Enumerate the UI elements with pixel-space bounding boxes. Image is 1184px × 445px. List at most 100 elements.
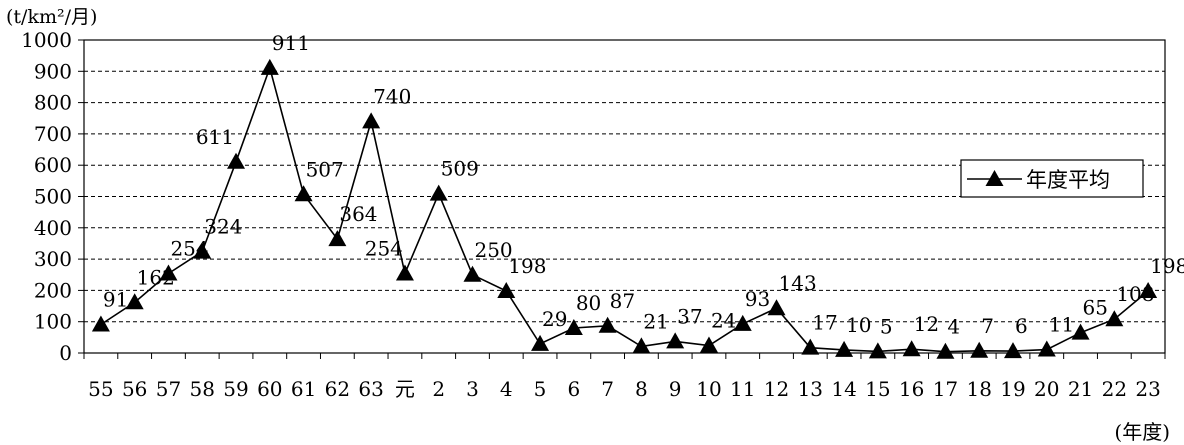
y-axis: 0 100 200 300 400 500 600 700 800 900 1000 bbox=[21, 28, 84, 365]
data-point-triangle bbox=[261, 59, 279, 75]
x-tick-label: 18 bbox=[966, 377, 991, 401]
data-label: 143 bbox=[779, 271, 817, 295]
x-tick-label: 58 bbox=[190, 377, 215, 401]
y-tick-label: 1000 bbox=[21, 28, 72, 52]
data-label: 65 bbox=[1083, 296, 1108, 320]
data-point-triangle bbox=[531, 335, 549, 351]
data-point-triangle bbox=[396, 264, 414, 280]
x-tick-label: 57 bbox=[156, 377, 181, 401]
y-axis-unit-label: (t/km²/月) bbox=[6, 2, 97, 29]
data-point-triangle bbox=[362, 112, 380, 128]
data-point-triangle bbox=[295, 185, 313, 201]
x-tick-label: 6 bbox=[567, 377, 580, 401]
x-axis-unit-label: (年度) bbox=[1114, 416, 1170, 445]
x-tick-label: 13 bbox=[798, 377, 823, 401]
data-label: 21 bbox=[643, 309, 668, 333]
y-tick-label: 600 bbox=[34, 153, 72, 177]
x-axis: 55 56 57 58 59 60 61 62 63 元 2 3 4 5 6 7 8 9 10 11 12 13 14 15 1… bbox=[84, 353, 1165, 401]
data-label: 12 bbox=[914, 312, 939, 336]
data-point-triangle bbox=[599, 317, 617, 333]
data-label: 108 bbox=[1116, 282, 1154, 306]
y-tick-label: 100 bbox=[34, 310, 72, 334]
data-label: 250 bbox=[474, 238, 512, 262]
x-tick-label: 9 bbox=[669, 377, 682, 401]
data-point-triangle bbox=[1105, 310, 1123, 326]
x-tick-label: 4 bbox=[500, 377, 513, 401]
data-label: 24 bbox=[711, 308, 736, 332]
data-label: 507 bbox=[306, 157, 344, 181]
x-tick-label: 元 bbox=[395, 377, 415, 401]
y-tick-label: 400 bbox=[34, 216, 72, 240]
legend: 年度平均 bbox=[961, 160, 1143, 197]
y-tick-label: 800 bbox=[34, 91, 72, 115]
data-point-triangle bbox=[92, 316, 110, 332]
x-tick-label: 23 bbox=[1135, 377, 1160, 401]
x-tick-label: 11 bbox=[730, 377, 755, 401]
x-tick-label: 15 bbox=[865, 377, 890, 401]
y-tick-label: 900 bbox=[34, 59, 72, 83]
data-point-triangle bbox=[328, 230, 346, 246]
data-point-triangle bbox=[126, 293, 144, 309]
data-label: 37 bbox=[677, 304, 702, 328]
x-tick-label: 60 bbox=[257, 377, 282, 401]
series-markers bbox=[92, 59, 1157, 359]
data-label: 4 bbox=[947, 315, 960, 339]
data-point-triangle bbox=[1038, 341, 1056, 357]
data-label: 254 bbox=[365, 236, 403, 260]
x-tick-label: 56 bbox=[122, 377, 147, 401]
data-label: 364 bbox=[339, 202, 377, 226]
data-label: 198 bbox=[1150, 254, 1184, 278]
data-point-triangle bbox=[1072, 324, 1090, 340]
data-point-triangle bbox=[463, 266, 481, 282]
x-tick-label: 22 bbox=[1102, 377, 1127, 401]
x-tick-label: 16 bbox=[899, 377, 924, 401]
data-label: 29 bbox=[542, 307, 567, 331]
data-label: 6 bbox=[1015, 314, 1028, 338]
data-label: 611 bbox=[196, 125, 234, 149]
x-tick-label: 7 bbox=[601, 377, 614, 401]
x-tick-label: 19 bbox=[1000, 377, 1025, 401]
x-tick-label: 55 bbox=[88, 377, 113, 401]
data-label: 7 bbox=[981, 314, 994, 338]
data-label: 87 bbox=[610, 289, 635, 313]
data-label: 254 bbox=[170, 236, 208, 260]
x-tick-label: 59 bbox=[223, 377, 248, 401]
data-label: 91 bbox=[103, 288, 128, 312]
data-label: 740 bbox=[373, 84, 411, 108]
x-tick-label: 14 bbox=[831, 377, 856, 401]
data-point-triangle bbox=[734, 315, 752, 331]
data-point-triangle bbox=[768, 299, 786, 315]
y-tick-label: 500 bbox=[34, 185, 72, 209]
data-label: 198 bbox=[508, 254, 546, 278]
y-tick-label: 300 bbox=[34, 247, 72, 271]
y-tick-label: 200 bbox=[34, 278, 72, 302]
y-tick-label: 0 bbox=[59, 341, 72, 365]
data-label: 10 bbox=[846, 313, 871, 337]
data-label: 324 bbox=[204, 215, 242, 239]
data-point-triangle bbox=[430, 185, 448, 201]
x-tick-label: 62 bbox=[325, 377, 350, 401]
x-tick-label: 3 bbox=[466, 377, 479, 401]
x-tick-label: 8 bbox=[635, 377, 648, 401]
x-tick-label: 5 bbox=[534, 377, 547, 401]
legend-label: 年度平均 bbox=[1026, 168, 1110, 192]
x-tick-label: 61 bbox=[291, 377, 316, 401]
x-tick-label: 20 bbox=[1034, 377, 1059, 401]
data-label: 80 bbox=[576, 291, 601, 315]
data-label: 17 bbox=[812, 311, 837, 335]
data-label: 5 bbox=[880, 314, 893, 338]
data-label: 162 bbox=[137, 265, 175, 289]
data-label: 911 bbox=[272, 31, 310, 55]
data-point-triangle bbox=[227, 153, 245, 169]
data-point-triangle bbox=[970, 342, 988, 358]
x-tick-label: 21 bbox=[1068, 377, 1093, 401]
x-tick-label: 17 bbox=[933, 377, 958, 401]
y-tick-label: 700 bbox=[34, 122, 72, 146]
x-tick-label: 12 bbox=[764, 377, 789, 401]
data-label: 93 bbox=[745, 287, 770, 311]
x-tick-label: 63 bbox=[358, 377, 383, 401]
x-tick-label: 2 bbox=[432, 377, 445, 401]
data-point-triangle bbox=[666, 332, 684, 348]
data-label: 11 bbox=[1049, 313, 1074, 337]
